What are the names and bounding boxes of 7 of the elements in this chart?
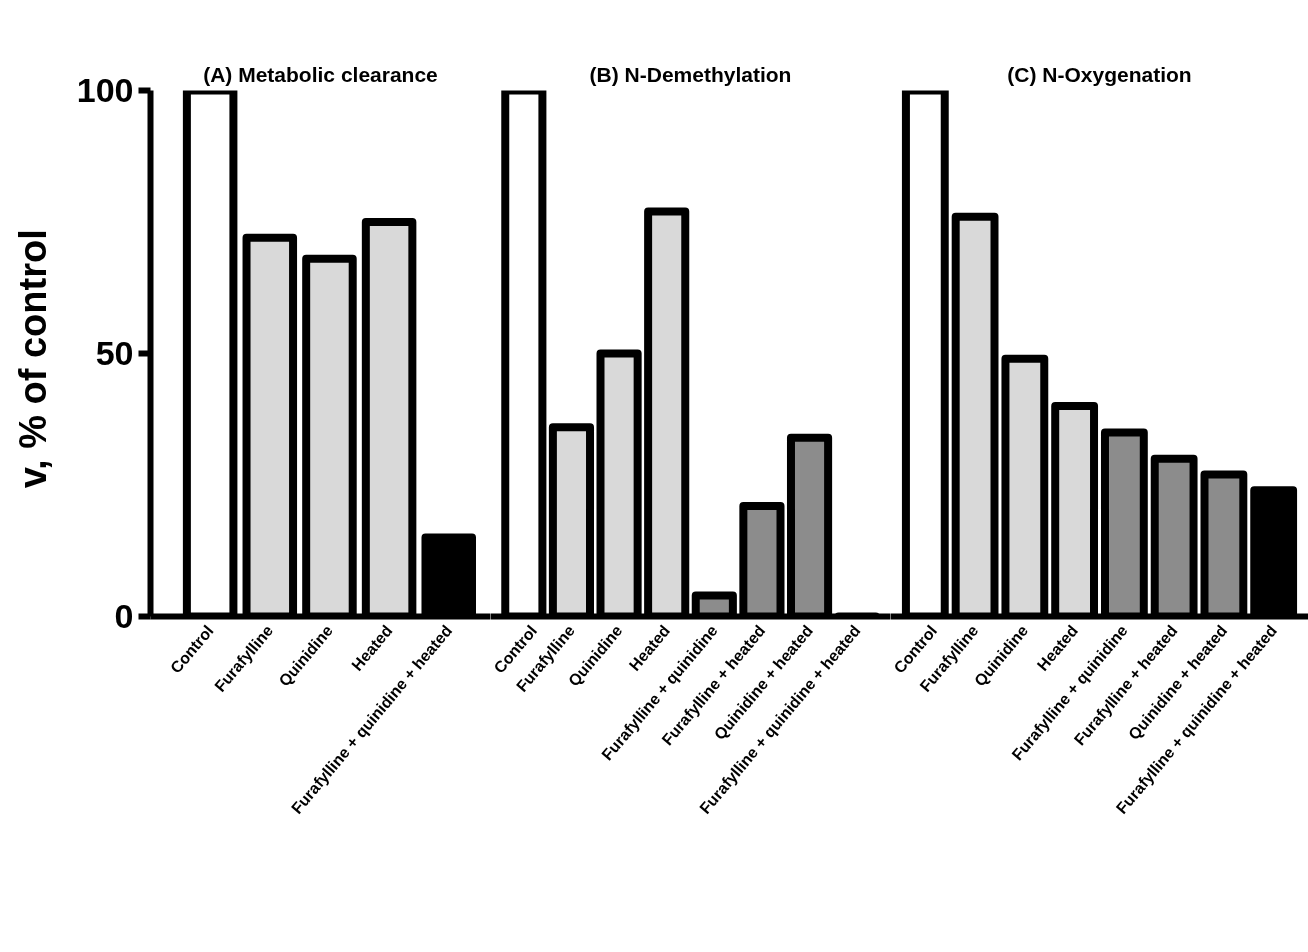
chart-title: (B) N-Demethylation: [589, 62, 792, 86]
chart-title: (C) N-Oxygenation: [1007, 62, 1192, 86]
y-tick-label: 100: [76, 71, 134, 109]
y-tick-label: 50: [95, 334, 134, 372]
y-tick-label: 0: [114, 597, 134, 635]
y-axis-title: v, % of control: [11, 229, 54, 489]
chart-title: (A) Metabolic clearance: [203, 62, 438, 86]
